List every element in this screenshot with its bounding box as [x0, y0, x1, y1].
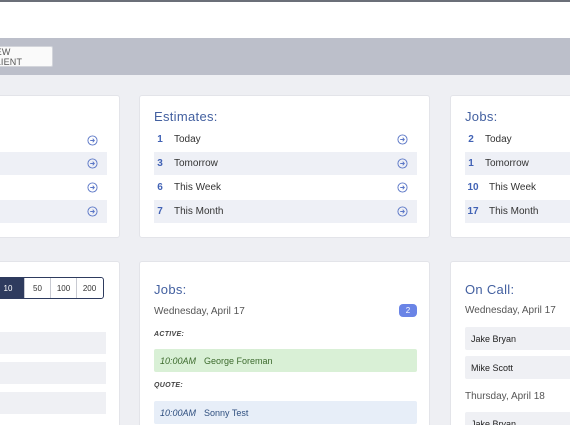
job-count: 2	[468, 134, 474, 145]
jobs-row-today[interactable]: 2 Today	[465, 128, 570, 151]
job-time: 10:00AM	[160, 407, 197, 418]
page-size-option[interactable]: 200	[76, 278, 102, 298]
job-client-name: Sonny Test	[204, 407, 249, 418]
job-count-badge: 2	[399, 304, 417, 317]
page-size-option[interactable]: 100	[50, 278, 76, 298]
toolbar: NEW CLIENT	[0, 38, 570, 75]
job-label: Tomorrow	[485, 158, 529, 169]
arrow-circle-right-icon	[397, 206, 408, 217]
estimates-card: Estimates: 1 Today 3 Tomorrow 6 This Wee…	[139, 95, 430, 238]
jobs-day-card: Jobs: Wednesday, April 17 2 ACTIVE: 10:0…	[139, 261, 430, 425]
job-client-name: George Foreman	[204, 355, 273, 366]
estimates-title: Estimates:	[154, 109, 218, 124]
estimate-count: 6	[157, 182, 163, 193]
arrow-circle-right-icon	[397, 134, 408, 145]
arrow-circle-right-icon	[87, 135, 98, 146]
estimate-count: 1	[157, 134, 163, 145]
list-item[interactable]: n	[0, 332, 106, 354]
active-job-row[interactable]: 10:00AM George Foreman	[154, 349, 417, 372]
arrow-circle-right-icon	[397, 182, 408, 193]
arrow-circle-right-icon	[87, 182, 98, 193]
list-item[interactable]: n	[0, 362, 106, 384]
on-call-person[interactable]: Jake Bryan	[465, 327, 570, 350]
jobs-summary-title: Jobs:	[465, 109, 498, 124]
page-size-selector: 10 50 100 200	[0, 277, 104, 299]
estimate-label: Tomorrow	[174, 158, 218, 169]
job-count: 10	[467, 182, 479, 193]
on-call-date: Thursday, April 18	[465, 391, 545, 402]
estimate-label: This Week	[174, 182, 222, 193]
list-item[interactable]	[0, 392, 106, 414]
on-call-person[interactable]: Jake Bryan	[465, 412, 570, 425]
estimates-row-tomorrow[interactable]: 3 Tomorrow	[154, 152, 417, 175]
left-summary-row[interactable]	[0, 152, 107, 175]
job-label: Today	[485, 134, 512, 145]
on-call-card: On Call: Wednesday, April 17 Jake Bryan …	[450, 261, 570, 425]
left-summary-row[interactable]	[0, 176, 107, 199]
page-size-option[interactable]: 10	[0, 278, 24, 298]
estimate-label: Today	[174, 134, 201, 145]
jobs-day-date: Wednesday, April 17	[154, 306, 245, 317]
job-label: This Month	[489, 206, 539, 217]
job-count: 17	[467, 206, 479, 217]
arrow-circle-right-icon	[397, 158, 408, 169]
quote-label: QUOTE:	[154, 382, 184, 389]
jobs-row-this-month[interactable]: 17 This Month	[465, 200, 570, 223]
left-list-card: 10 50 100 200 n n	[0, 261, 120, 425]
arrow-circle-right-icon	[87, 158, 98, 169]
left-summary-row[interactable]	[0, 200, 107, 223]
estimates-row-this-week[interactable]: 6 This Week	[154, 176, 417, 199]
top-bar	[0, 0, 570, 38]
jobs-summary-card: Jobs: 2 Today 1 Tomorrow 10 This Week 17…	[450, 95, 570, 238]
jobs-row-tomorrow[interactable]: 1 Tomorrow	[465, 152, 570, 175]
estimates-row-this-month[interactable]: 7 This Month	[154, 200, 417, 223]
jobs-day-title: Jobs:	[154, 282, 187, 297]
job-label: This Week	[489, 182, 537, 193]
new-client-button[interactable]: NEW CLIENT	[0, 46, 53, 67]
on-call-title: On Call:	[465, 282, 515, 297]
quote-job-row[interactable]: 10:00AM Sonny Test	[154, 401, 417, 424]
left-summary-row[interactable]	[0, 129, 107, 152]
estimate-count: 7	[157, 206, 163, 217]
active-label: ACTIVE:	[154, 331, 185, 338]
on-call-person[interactable]: Mike Scott	[465, 356, 570, 379]
left-summary-card	[0, 95, 120, 238]
job-time: 10:00AM	[160, 355, 197, 366]
jobs-row-this-week[interactable]: 10 This Week	[465, 176, 570, 199]
page-size-option[interactable]: 50	[24, 278, 50, 298]
estimate-count: 3	[157, 158, 163, 169]
arrow-circle-right-icon	[87, 206, 98, 217]
estimates-row-today[interactable]: 1 Today	[154, 128, 417, 151]
on-call-date: Wednesday, April 17	[465, 305, 556, 316]
estimate-label: This Month	[174, 206, 224, 217]
job-count: 1	[468, 158, 474, 169]
